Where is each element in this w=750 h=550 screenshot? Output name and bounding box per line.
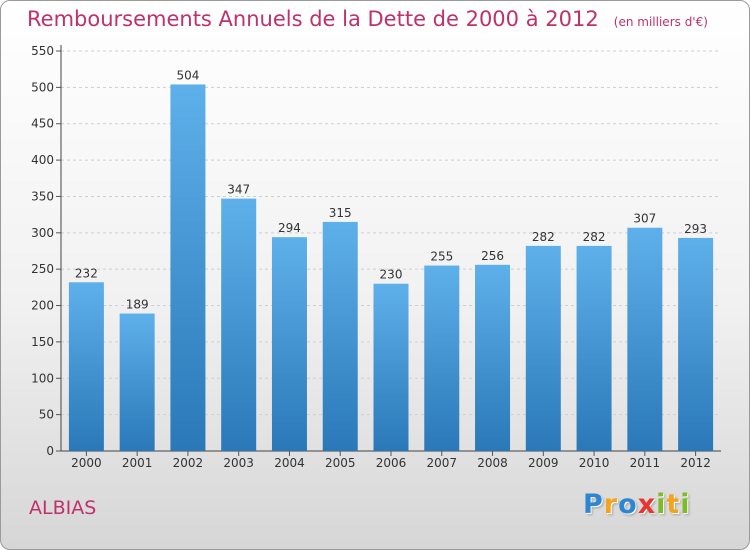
y-tick-label: 50 bbox=[39, 408, 54, 422]
x-tick-label-2002: 2002 bbox=[173, 456, 204, 470]
x-tick-label-2009: 2009 bbox=[528, 456, 559, 470]
data-label-2008: 256 bbox=[481, 249, 504, 263]
data-label-2009: 282 bbox=[532, 230, 555, 244]
bar-2006 bbox=[373, 283, 409, 451]
x-tick-label-2001: 2001 bbox=[122, 456, 153, 470]
data-label-2006: 230 bbox=[380, 268, 403, 282]
data-label-2011: 307 bbox=[633, 212, 656, 226]
place-name: ALBIAS bbox=[29, 497, 97, 519]
y-tick-label: 250 bbox=[31, 262, 54, 276]
y-tick-label: 0 bbox=[46, 444, 54, 458]
bar-2000 bbox=[68, 282, 104, 451]
logo-letter: P bbox=[583, 489, 604, 520]
bar-2001 bbox=[119, 313, 155, 451]
y-tick-label: 350 bbox=[31, 189, 54, 203]
bar-2012 bbox=[678, 237, 714, 451]
y-tick-label: 550 bbox=[31, 44, 54, 58]
logo-letter: x bbox=[637, 489, 657, 520]
data-label-2005: 315 bbox=[329, 206, 352, 220]
logo-letter: t bbox=[666, 489, 681, 520]
data-label-2012: 293 bbox=[684, 222, 707, 236]
x-tick-label-2006: 2006 bbox=[376, 456, 407, 470]
x-tick-label-2011: 2011 bbox=[630, 456, 661, 470]
y-tick-label: 150 bbox=[31, 335, 54, 349]
logo-letter: r bbox=[603, 489, 619, 520]
y-tick-label: 200 bbox=[31, 299, 54, 313]
bar-2005 bbox=[322, 221, 358, 451]
data-label-2004: 294 bbox=[278, 221, 301, 235]
bar-2010 bbox=[576, 245, 612, 451]
bar-2011 bbox=[627, 227, 663, 451]
x-tick-label-2004: 2004 bbox=[274, 456, 305, 470]
y-tick-label: 450 bbox=[31, 117, 54, 131]
y-tick-label: 500 bbox=[31, 80, 54, 94]
x-tick-label-2005: 2005 bbox=[325, 456, 356, 470]
logo-letter: i bbox=[656, 489, 667, 520]
bar-2008 bbox=[475, 264, 511, 451]
data-label-2002: 504 bbox=[176, 68, 199, 82]
y-tick-label: 400 bbox=[31, 153, 54, 167]
bar-2004 bbox=[271, 237, 307, 451]
y-tick-label: 300 bbox=[31, 226, 54, 240]
x-tick-label-2008: 2008 bbox=[477, 456, 508, 470]
bar-2009 bbox=[525, 245, 561, 451]
data-label-2007: 255 bbox=[430, 250, 453, 264]
bar-2007 bbox=[424, 265, 460, 451]
x-tick-label-2012: 2012 bbox=[680, 456, 711, 470]
logo-letter: o bbox=[618, 489, 638, 520]
x-tick-label-2000: 2000 bbox=[71, 456, 102, 470]
bar-2002 bbox=[170, 84, 206, 452]
y-tick-label: 100 bbox=[31, 371, 54, 385]
data-label-2003: 347 bbox=[227, 183, 250, 197]
data-label-2001: 189 bbox=[126, 298, 149, 312]
logo-letter: i bbox=[680, 489, 691, 520]
x-tick-label-2010: 2010 bbox=[579, 456, 610, 470]
x-tick-label-2007: 2007 bbox=[426, 456, 457, 470]
chart-title-unit: (en milliers d'€) bbox=[613, 15, 708, 29]
proxiti-logo: Proxiti bbox=[583, 489, 691, 520]
data-label-2010: 282 bbox=[583, 230, 606, 244]
chart-title-main: Remboursements Annuels de la Dette de 20… bbox=[27, 7, 599, 31]
x-tick-label-2003: 2003 bbox=[223, 456, 254, 470]
chart-title: Remboursements Annuels de la Dette de 20… bbox=[27, 7, 708, 31]
data-label-2000: 232 bbox=[75, 266, 98, 280]
bar-2003 bbox=[221, 198, 257, 451]
